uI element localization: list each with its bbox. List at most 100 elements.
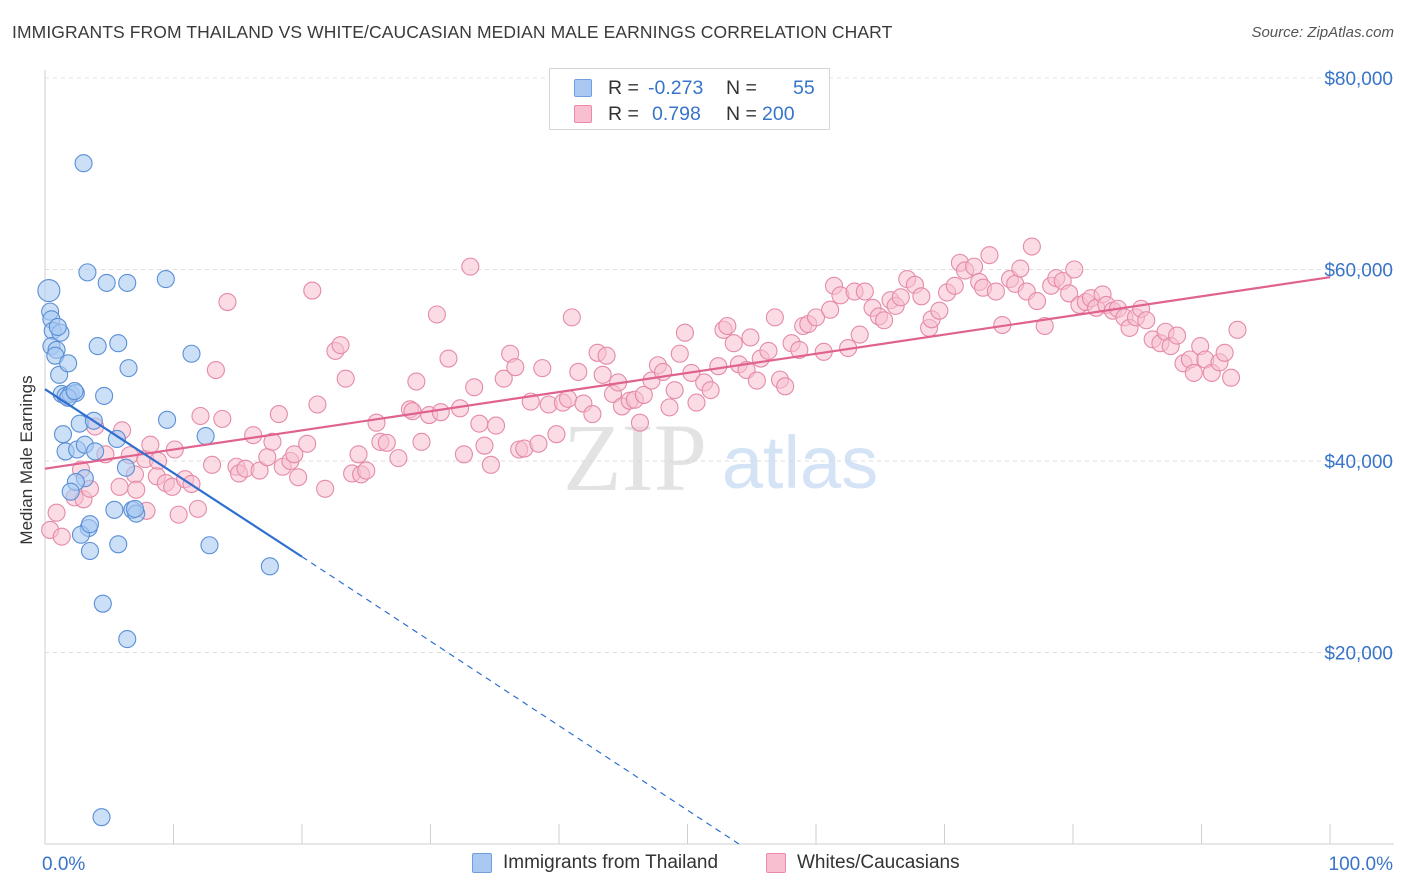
whites-point <box>336 369 355 388</box>
thailand-point <box>158 410 177 429</box>
thailand-point <box>92 808 111 827</box>
x-tick-label: 100.0% <box>1329 854 1394 875</box>
whites-point <box>269 405 288 424</box>
whites-point <box>660 398 679 417</box>
whites-point <box>403 402 422 421</box>
whites-point <box>850 325 869 344</box>
whites-point <box>475 436 494 455</box>
whites-point <box>357 461 376 480</box>
whites-point <box>169 505 188 524</box>
bottom-legend-label-whites: Whites/Caucasians <box>797 852 960 873</box>
legend-swatch-whites <box>574 105 592 123</box>
whites-point <box>1065 260 1084 279</box>
whites-point <box>427 305 446 324</box>
legend-r-value: 0.798 <box>652 103 701 125</box>
whites-point <box>250 461 269 480</box>
thailand-point <box>80 515 100 534</box>
whites-point <box>494 369 513 388</box>
whites-point <box>533 359 552 378</box>
thailand-point <box>53 425 73 444</box>
thailand-trendline <box>44 388 303 558</box>
thailand-point <box>48 317 67 337</box>
whites-point <box>263 432 282 451</box>
thailand-point <box>86 442 105 461</box>
whites-point <box>597 346 616 365</box>
whites-point <box>741 328 760 347</box>
thailand-point <box>74 154 93 173</box>
whites-point <box>986 282 1005 301</box>
whites-point <box>470 414 489 433</box>
whites-point <box>1228 320 1247 339</box>
thailand-point <box>97 273 116 292</box>
legend-r-value: -0.273 <box>648 77 704 99</box>
thailand-point <box>88 337 107 356</box>
whites-point <box>593 365 612 384</box>
source-label: Source: ZipAtlas.com <box>1251 24 1394 41</box>
whites-point <box>316 479 335 498</box>
whites-point <box>980 246 999 265</box>
whites-point <box>1060 284 1079 303</box>
whites-point <box>389 449 408 468</box>
x-tick-label: 0.0% <box>42 854 85 875</box>
y-tick-label: $40,000 <box>1324 452 1393 473</box>
thailand-point <box>196 427 215 446</box>
whites-point <box>47 503 66 522</box>
whites-point <box>891 288 910 307</box>
thailand-point <box>116 458 136 477</box>
whites-point <box>1027 292 1047 311</box>
whites-point <box>206 360 225 380</box>
whites-point <box>855 282 874 301</box>
thailand-trendline-extension <box>301 556 740 845</box>
whites-point <box>377 433 396 452</box>
whites-point <box>431 403 450 422</box>
thailand-point <box>200 536 219 555</box>
whites-point <box>529 434 548 453</box>
whites-point <box>1035 316 1054 336</box>
whites-point <box>665 381 684 400</box>
whites-point <box>244 426 263 445</box>
whites-point <box>765 308 784 327</box>
thailand-point <box>125 499 144 518</box>
thailand-point <box>156 270 175 289</box>
legend-row-thailand: R = -0.273 N = 55 <box>550 76 829 100</box>
thailand-point <box>118 273 137 292</box>
legend-n-value: 200 <box>762 103 795 125</box>
whites-point <box>349 445 368 464</box>
y-tick-label: $80,000 <box>1324 69 1393 90</box>
whites-point <box>583 405 602 424</box>
whites-point <box>303 281 322 300</box>
whites-point <box>569 362 588 382</box>
whites-point <box>1184 363 1203 382</box>
whites-point <box>308 395 327 414</box>
bottom-legend-label-thailand: Immigrants from Thailand <box>503 852 719 873</box>
whites-point <box>912 287 931 306</box>
whites-point <box>718 316 737 336</box>
whites-point <box>634 385 653 404</box>
whites-point <box>191 406 210 426</box>
thailand-point <box>107 429 127 449</box>
whites-point <box>481 455 500 474</box>
thailand-point <box>95 386 114 405</box>
whites-point <box>806 308 826 327</box>
stats-legend: R = -0.273 N = 55 R = 0.798 N = 200 <box>549 68 830 130</box>
whites-point <box>298 434 317 453</box>
whites-point <box>331 336 350 355</box>
whites-point <box>1168 326 1187 345</box>
y-tick-label: $20,000 <box>1324 644 1393 665</box>
whites-point <box>1222 368 1241 387</box>
whites-point <box>412 432 431 451</box>
whites-point <box>562 308 581 327</box>
whites-point <box>965 257 984 276</box>
bottom-legend-swatch-whites <box>766 853 786 873</box>
thailand-point <box>119 359 138 378</box>
whites-point <box>367 413 386 432</box>
whites-point <box>945 276 964 295</box>
legend-n-label: N = <box>726 77 757 99</box>
whites-point <box>218 293 237 312</box>
whites-point <box>486 416 506 435</box>
whites-point <box>547 425 566 444</box>
thailand-point <box>260 557 279 576</box>
whites-point <box>285 445 304 464</box>
legend-n-label: N = <box>726 103 757 125</box>
whites-point <box>141 435 160 454</box>
